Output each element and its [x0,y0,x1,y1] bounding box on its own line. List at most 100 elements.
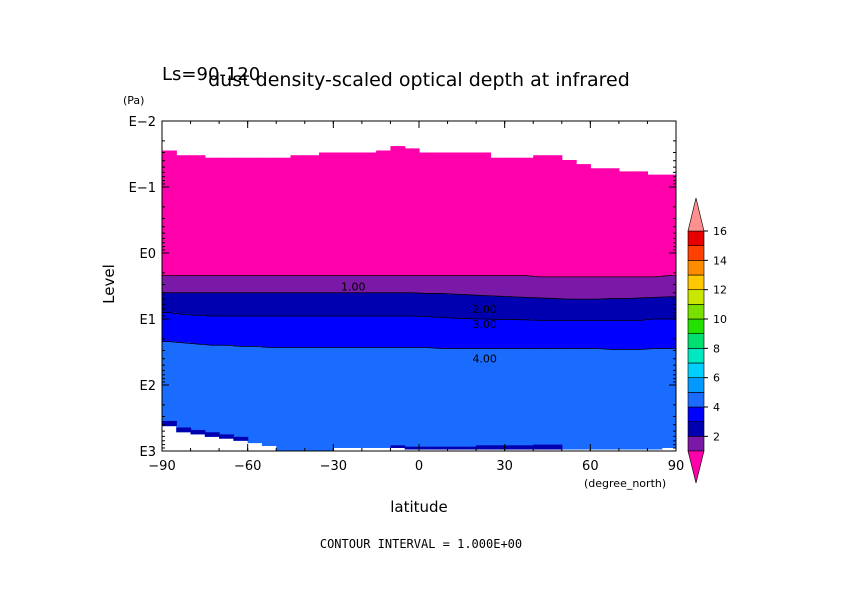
fill-cell [490,319,506,349]
fill-cell [576,348,591,450]
fill-cell [176,342,192,433]
colorbar-tick-label: 8 [713,342,720,355]
fill-cell [219,345,234,439]
colorbar-upper-arrow [687,197,705,232]
fill-cell [490,275,506,297]
contour-label: 2.00 [472,303,497,316]
fill-cell-bottom [419,446,434,450]
fill-cell [604,320,620,350]
fill-cell [247,346,263,444]
y-axis-unit: (Pa) [123,94,144,107]
fill-cell [476,348,491,450]
fill-cell [661,319,676,349]
fill-cell [504,319,520,349]
fill-cell [290,315,306,348]
colorbar-swatch [687,260,705,276]
fill-cell [333,292,349,316]
fill-cell [647,297,663,319]
fill-cell [647,174,663,277]
fill-cell [461,152,477,276]
contour-line [162,341,676,350]
contour-label: 1.00 [341,280,366,293]
fill-cell [504,348,520,450]
fill-cell [361,152,377,276]
fill-cell [476,295,491,319]
colorbar-swatch [687,304,705,320]
fill-cell [290,275,306,293]
fill-cell [604,298,620,321]
fill-cell [390,292,406,316]
fill-cell [319,315,334,348]
x-tick-label: 30 [496,459,513,474]
fill-cell [504,275,520,297]
fill-cell-bottom [162,420,177,427]
fill-cell-bottom [404,446,420,450]
colorbar-swatch [687,230,705,246]
fill-cell [490,157,506,276]
fill-cell [647,348,663,450]
fill-cell [247,315,263,347]
fill-cell [176,292,192,315]
fill-cell [633,320,649,350]
fill-cell [176,275,192,293]
fill-cell-bottom [490,445,506,450]
fill-cell [261,315,277,348]
fill-cell [518,157,534,276]
fill-cell [304,347,320,451]
fill-cell [461,318,477,349]
fill-cell [347,275,363,293]
fill-cell-bottom [547,444,563,450]
fill-cell [504,296,520,320]
x-tick-label: 60 [582,459,599,474]
contour-label: 4.00 [472,353,497,366]
fill-cell [376,347,392,448]
fill-cell [304,292,320,316]
fill-cell [561,160,577,277]
fill-cell-bottom [390,445,406,448]
fill-cell [547,320,563,349]
fill-cell [404,315,420,348]
contour-lines [162,275,676,350]
fill-cell [204,275,220,293]
fill-cell [190,292,206,316]
y-tick-label: E−2 [129,115,156,130]
colorbar-swatch [687,348,705,364]
fill-cell [190,155,206,276]
fill-cell [604,168,620,277]
fill-cell [204,157,220,276]
fill-cell [518,275,534,298]
x-axis-label: latitude [390,498,448,516]
fill-cell [347,292,363,316]
fill-cell [233,275,249,293]
fill-cell [490,348,506,450]
fill-cell [433,152,449,276]
y-axis-label: Level [100,264,118,304]
fill-cell [518,348,534,450]
fill-cell-bottom [504,445,520,450]
fill-cell [647,319,663,349]
fill-cell [261,347,277,446]
fill-cell [618,276,634,299]
x-tick-label: −30 [320,459,347,474]
fill-cell [633,276,649,298]
colorbar-swatch [687,421,705,437]
colorbar-tick-label: 6 [713,372,720,385]
fill-cell [162,341,177,427]
colorbar-tick-label: 4 [713,401,720,414]
fill-cell [433,317,449,349]
fill-cell-bottom [447,446,463,450]
fill-cell [347,152,363,276]
colorbar-swatch [687,392,705,408]
fill-cell [390,146,406,276]
chart-subtitle: Ls=90-120 [162,64,260,85]
fill-cell [347,347,363,448]
fill-cell [618,320,634,350]
fill-cell [219,315,234,346]
fill-cell [447,294,463,319]
colorbar-swatch [687,362,705,378]
fill-cell [590,299,606,321]
fill-cell [419,347,434,450]
x-tick-label: −60 [234,459,261,474]
fill-cell-bottom [204,432,220,437]
